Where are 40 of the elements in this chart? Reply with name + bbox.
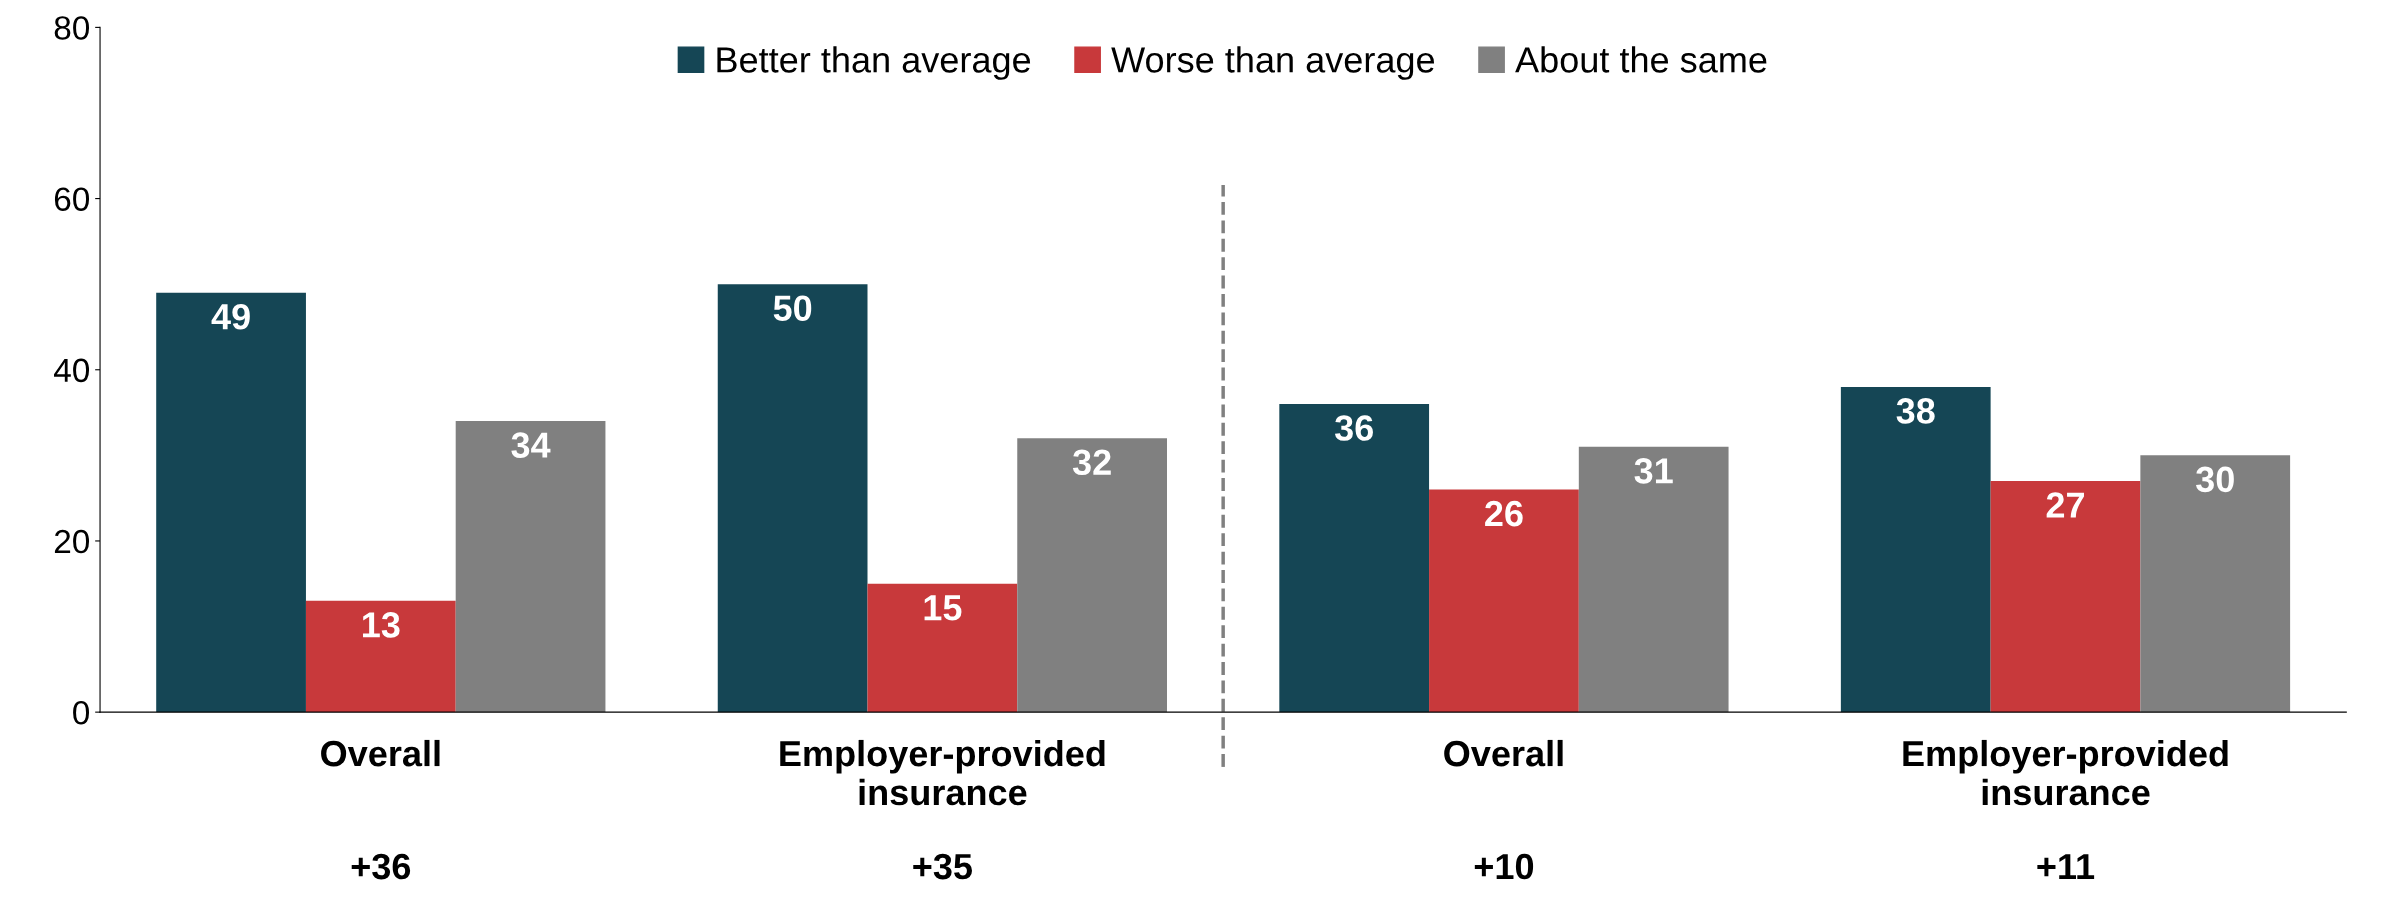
x-tick-label: Employer-provided insurance — [780, 739, 1105, 806]
data-label: 15 — [924, 595, 962, 621]
y-tick-label: 60 — [54, 187, 90, 211]
bar — [455, 421, 606, 713]
text: +10 — [1474, 853, 1534, 880]
text: +11 — [2037, 854, 2095, 879]
bar — [867, 583, 1018, 713]
text: +35 — [913, 853, 972, 880]
bar — [1017, 438, 1167, 713]
bar — [717, 284, 868, 713]
bar — [2140, 455, 2291, 713]
data-label: 34 — [511, 432, 551, 458]
legend-label: Better than average — [717, 46, 1031, 80]
data-label: 32 — [1072, 449, 1111, 476]
data-label: 49 — [211, 303, 250, 330]
y-tick-label: 0 — [73, 700, 90, 725]
legend-label: Worse than average — [1111, 46, 1435, 80]
data-label: 50 — [773, 295, 812, 321]
data-label: 26 — [1485, 500, 1523, 527]
bar — [1429, 489, 1579, 713]
legend-label: About the same — [1515, 46, 1767, 73]
y-tick-label: 20 — [54, 529, 90, 554]
data-label: 13 — [363, 612, 400, 638]
y-tick-label: 40 — [54, 358, 90, 383]
data-label: 38 — [1896, 398, 1935, 424]
data-label: 31 — [1634, 458, 1673, 484]
bar — [1578, 446, 1729, 713]
text: +36 — [351, 853, 411, 880]
data-label: 27 — [2046, 492, 2084, 518]
bar — [1279, 404, 1430, 713]
bar — [305, 600, 456, 713]
x-tick-label: Overall — [321, 739, 440, 767]
data-label: 30 — [2195, 466, 2234, 493]
bar — [1990, 481, 2141, 713]
y-tick-label: 80 — [54, 16, 90, 40]
bar — [1840, 386, 1991, 713]
bar — [156, 292, 306, 713]
x-tick-label: Employer-provided insurance — [1903, 739, 2228, 806]
x-tick-label: Overall — [1444, 739, 1563, 767]
data-label: 36 — [1334, 415, 1373, 441]
